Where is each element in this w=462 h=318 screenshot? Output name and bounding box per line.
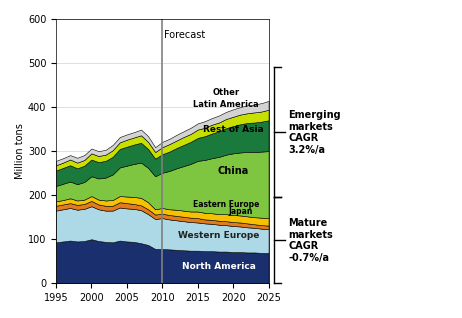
- Text: Latin America: Latin America: [193, 100, 259, 109]
- Text: Rest of Asia: Rest of Asia: [203, 126, 263, 135]
- Text: Emerging
markets
CAGR
3.2%/a: Emerging markets CAGR 3.2%/a: [288, 110, 341, 155]
- Text: North America: North America: [182, 262, 256, 271]
- Text: Japan: Japan: [228, 207, 252, 217]
- Text: Other: Other: [213, 88, 240, 98]
- Text: Mature
markets
CAGR
-0.7%/a: Mature markets CAGR -0.7%/a: [288, 218, 333, 263]
- Text: China: China: [218, 166, 249, 176]
- Text: Eastern Europe: Eastern Europe: [193, 200, 259, 209]
- Y-axis label: Million tons: Million tons: [15, 123, 25, 179]
- Text: Western Europe: Western Europe: [178, 231, 260, 240]
- Text: Forecast: Forecast: [164, 30, 206, 40]
